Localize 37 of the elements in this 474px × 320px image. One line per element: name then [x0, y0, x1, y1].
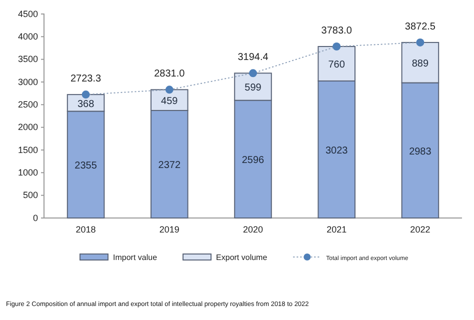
data-label: 368 [77, 98, 95, 110]
data-label: 2723.3 [70, 74, 102, 85]
x-tick-label: 2018 [76, 224, 96, 234]
y-tick-label: 500 [22, 190, 38, 200]
point [82, 90, 90, 99]
point [332, 42, 341, 51]
data-label: 2596 [242, 155, 265, 166]
point [249, 69, 257, 78]
y-tick-label: 4500 [18, 8, 38, 19]
legend-label: Export volume [216, 253, 268, 262]
data-label: 3783.0 [321, 26, 352, 37]
data-label: 889 [412, 58, 429, 70]
x-tick-label: 2021 [326, 224, 347, 234]
y-tick-label: 1500 [18, 144, 38, 155]
legend-label: Import value [113, 253, 158, 262]
y-tick-label: 4000 [18, 32, 38, 42]
y-tick-label: 2000 [18, 122, 38, 132]
x-tick-label: 2020 [242, 224, 264, 234]
data-label: 3872.5 [404, 21, 436, 32]
y-tick-label: 0 [32, 212, 38, 223]
data-label: 2983 [409, 146, 432, 158]
y-tick-label: 2500 [18, 100, 38, 110]
point [165, 86, 174, 94]
y-tick-label: 1000 [18, 168, 38, 178]
y-tick-label: 3500 [18, 54, 38, 64]
data-label: 2372 [158, 160, 181, 172]
data-label: 599 [244, 82, 262, 94]
data-label: 760 [328, 60, 346, 71]
data-label: 2831.0 [154, 68, 186, 80]
y-tick-label: 3000 [18, 76, 38, 87]
point [416, 38, 424, 46]
data-label: 3194.4 [238, 52, 269, 64]
data-label: 3023 [325, 145, 348, 156]
x-tick-label: 2022 [410, 224, 430, 234]
data-label: 459 [161, 96, 178, 108]
x-tick-label: 2019 [159, 224, 180, 234]
data-label: 2355 [74, 160, 98, 172]
